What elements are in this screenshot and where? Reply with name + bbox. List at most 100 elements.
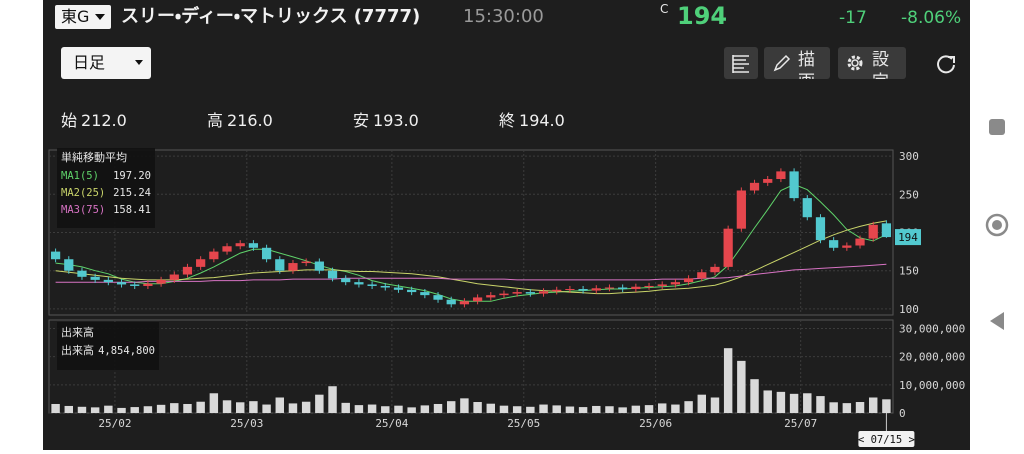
volume-bar bbox=[117, 407, 126, 413]
volume-bar bbox=[367, 404, 377, 413]
home-button[interactable] bbox=[985, 213, 1009, 237]
candle-body bbox=[209, 251, 219, 260]
refresh-button[interactable] bbox=[933, 50, 959, 76]
candle-body bbox=[881, 223, 892, 238]
volume-bar bbox=[473, 402, 482, 413]
volume-bar bbox=[789, 393, 799, 413]
legend-name: MA1(5) bbox=[61, 170, 99, 182]
pencil-icon bbox=[773, 54, 791, 72]
ohlc-item: 始 212.0 bbox=[61, 107, 127, 131]
volume-bar bbox=[486, 403, 496, 413]
volume-bar bbox=[552, 405, 561, 413]
volume-bar bbox=[77, 406, 87, 413]
volume-legend-box bbox=[57, 322, 159, 370]
candle-body bbox=[288, 263, 298, 271]
price-prefix: C bbox=[660, 2, 669, 16]
recents-button[interactable] bbox=[989, 119, 1005, 135]
nav-icons bbox=[985, 119, 1009, 330]
candle-body bbox=[354, 282, 364, 285]
volume-bar bbox=[855, 402, 865, 413]
candle-body bbox=[591, 288, 601, 291]
ohlc-item: 安 193.0 bbox=[353, 107, 419, 131]
candle-body bbox=[578, 289, 588, 291]
candle-body bbox=[829, 240, 839, 248]
market-selector[interactable]: 東G bbox=[55, 5, 112, 29]
volume-bar bbox=[868, 397, 878, 413]
volume-bar bbox=[394, 405, 403, 413]
candle-body bbox=[275, 259, 285, 271]
volume-bar bbox=[381, 406, 390, 413]
candle-body bbox=[855, 238, 865, 246]
volume-bar bbox=[499, 405, 509, 413]
candle-body bbox=[248, 243, 259, 248]
indicator-button[interactable] bbox=[724, 47, 758, 79]
stock-name: スリー・ディー・マトリックス (7777) bbox=[121, 6, 421, 27]
volume-bar bbox=[104, 405, 113, 413]
x-tick-label: 25/04 bbox=[375, 417, 408, 430]
candle-body bbox=[512, 292, 522, 294]
ma-line bbox=[55, 220, 887, 295]
volume-bar bbox=[170, 403, 179, 413]
chart: 100150200250300010,000,00020,000,00030,0… bbox=[48, 148, 965, 447]
ohlc-item: 高 216.0 bbox=[207, 107, 273, 131]
system-nav-bar bbox=[970, 0, 1024, 450]
candle-body bbox=[143, 283, 153, 286]
candle-body bbox=[472, 297, 483, 302]
volume-bar bbox=[301, 401, 311, 413]
candle-body bbox=[182, 266, 193, 275]
back-button[interactable] bbox=[990, 312, 1004, 330]
y-tick-label: 150 bbox=[899, 265, 919, 278]
candle-body bbox=[327, 270, 338, 279]
ohlc-value: 194.0 bbox=[519, 111, 565, 130]
candle-body bbox=[815, 217, 826, 241]
candle-body bbox=[683, 278, 694, 283]
candle-body bbox=[604, 287, 615, 289]
candle-body bbox=[367, 284, 377, 286]
ma-legend-title: 単純移動平均 bbox=[61, 150, 127, 164]
volume-bar bbox=[803, 393, 812, 413]
volume-bar bbox=[710, 397, 720, 413]
ma-legend-box bbox=[57, 148, 155, 228]
candle-body bbox=[393, 287, 404, 290]
candle-body bbox=[710, 266, 720, 273]
candle-body bbox=[77, 270, 87, 277]
volume-bar bbox=[605, 406, 614, 413]
candle-body bbox=[380, 285, 390, 288]
settings-button[interactable]: 設定 bbox=[838, 47, 906, 79]
candle-body bbox=[763, 179, 773, 183]
volume-bar bbox=[631, 405, 641, 413]
legend-value: 197.20 bbox=[113, 170, 151, 182]
candle-body bbox=[842, 245, 852, 248]
price-change: -17 bbox=[839, 8, 867, 28]
volume-bar bbox=[882, 399, 891, 413]
ma-line bbox=[55, 183, 887, 302]
ohlc-value: 193.0 bbox=[373, 111, 419, 130]
app-screen: 東G スリー・ディー・マトリックス (7777) 15:30:00 C 194 … bbox=[43, 0, 970, 450]
draw-button[interactable]: 描画 bbox=[764, 47, 830, 79]
volume-bar bbox=[618, 407, 627, 413]
x-tick-label: 25/03 bbox=[230, 417, 263, 430]
list-icon bbox=[732, 55, 749, 73]
candle-body bbox=[736, 190, 746, 229]
home-dot bbox=[992, 220, 1002, 230]
candle-body bbox=[314, 261, 324, 271]
volume-tick-label: 30,000,000 bbox=[899, 322, 965, 335]
period-selector[interactable]: 日足 bbox=[61, 47, 151, 79]
candle-body bbox=[776, 171, 786, 180]
candle-body bbox=[116, 282, 127, 285]
volume-bar bbox=[460, 398, 469, 413]
volume-bar bbox=[235, 402, 245, 413]
volume-bar bbox=[671, 404, 680, 413]
volume-bar bbox=[222, 400, 232, 413]
volume-bar bbox=[249, 401, 258, 413]
candle-body bbox=[802, 198, 812, 218]
candle-body bbox=[644, 285, 654, 287]
volume-bar bbox=[288, 403, 298, 413]
volume-bar bbox=[433, 403, 443, 413]
candle-body bbox=[486, 295, 496, 298]
volume-title: 出来高 bbox=[61, 325, 94, 339]
candle-body bbox=[525, 292, 535, 294]
candle-body bbox=[64, 259, 74, 271]
volume-bar bbox=[328, 386, 337, 413]
y-tick-label: 250 bbox=[899, 188, 919, 201]
